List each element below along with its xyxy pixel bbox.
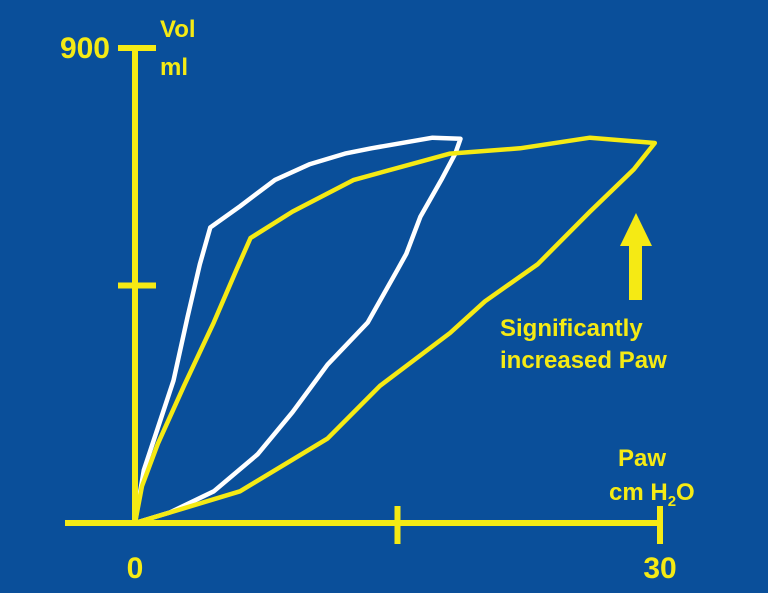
arrow-head [620,213,652,246]
y-tick-label: 900 [60,32,110,65]
x-axis-label-line1: Paw [618,445,666,472]
annotation-line1: Significantly [500,315,643,342]
y-axis-label-line1: Vol [160,16,196,43]
up-arrow-icon [620,213,652,300]
x-axis-unit-base: cm H [609,479,668,506]
y-ticks: 900 [60,32,156,289]
x-axis-unit-tail: O [676,479,695,506]
x-axis-label-line2: cm H2O [609,479,695,510]
x-ticks: 0 30 [127,506,677,585]
loops-layer [132,135,658,526]
y-axis-label-line2: ml [160,54,188,81]
baseline-loop-line [132,135,463,526]
annotation-line2: increased Paw [500,347,667,374]
x-axis-unit-subscript: 2 [668,493,676,510]
arrow-shaft [629,244,642,300]
x-tick-label: 0 [127,552,144,585]
increased-paw-loop-line [132,135,658,526]
x-tick-label: 30 [643,552,676,585]
